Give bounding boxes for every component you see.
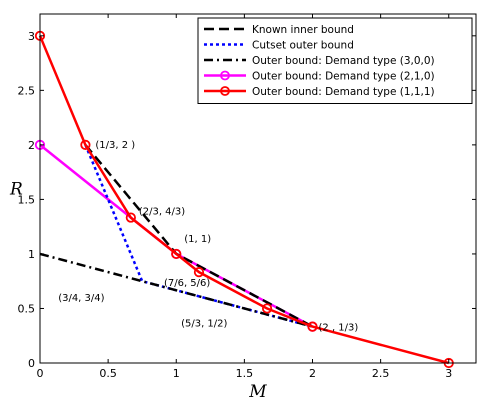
legend-marker-3 [220, 70, 230, 81]
x-tick-label-1: 0.5 [99, 367, 117, 380]
tick-layer: 0 0.5 1 1.5 2 2.5 3 0 0.5 1 1.5 2 2.5 3 [18, 14, 476, 380]
y-tick-label-4: 2 [28, 139, 35, 152]
series-layer [34, 30, 454, 369]
x-axis-label: M [248, 382, 267, 402]
legend-entry-4: Outer bound: Demand type (1,1,1) [252, 86, 435, 98]
plot-frame [39, 13, 477, 364]
annotation-3: (7/6, 5/6) [164, 278, 210, 289]
annotation-6: (2 , 1/3) [319, 323, 359, 334]
series-4-point-1 [80, 139, 91, 150]
x-tick-label-2: 1 [173, 367, 180, 380]
series-4-point-6 [307, 321, 318, 332]
legend-entry-1: Cutset outer bound [252, 40, 354, 52]
series-4-point-4 [193, 267, 205, 278]
y-tick-label-2: 1 [28, 248, 35, 261]
annotation-4: (3/4, 3/4) [58, 293, 104, 304]
legend-entry-0: Known inner bound [252, 24, 354, 36]
annotation-0: (1/3, 2 ) [95, 140, 135, 151]
legend-entry-2: Outer bound: Demand type (3,0,0) [252, 55, 435, 67]
series-4-point-2 [125, 212, 136, 223]
y-axis-label: R [9, 180, 23, 200]
y-tick-label-5: 2.5 [18, 84, 36, 97]
y-tick-label-3: 1.5 [18, 193, 36, 206]
x-tick-label-6: 3 [445, 367, 452, 380]
x-tick-label-4: 2 [309, 367, 316, 380]
x-tick-label-5: 2.5 [372, 367, 390, 380]
annotation-2: (1, 1) [184, 234, 211, 245]
legend-entry-3: Outer bound: Demand type (2,1,0) [252, 71, 435, 83]
annotation-5: (5/3, 1/2) [181, 318, 227, 329]
series-4-point-3 [171, 248, 182, 260]
series-line-4 [38, 35, 450, 365]
annotation-1: (2/3, 4/3) [139, 207, 185, 218]
series-line-2 [39, 252, 313, 328]
annotation-layer: (1/3, 2 ) (2/3, 4/3) (1, 1) (7/6, 5/6) (3/4,… [58, 140, 358, 334]
y-tick-label-1: 0.5 [18, 302, 36, 315]
x-tick-label-3: 1.5 [236, 367, 254, 380]
series-4-point-5 [261, 303, 273, 314]
y-tick-label-6: 3 [28, 30, 35, 43]
legend-marker-4 [220, 86, 230, 96]
legend: Known inner bound Cutset outer bound Outer… [197, 17, 473, 104]
y-tick-label-0: 0 [28, 357, 35, 370]
x-tick-label-0: 0 [37, 367, 44, 380]
